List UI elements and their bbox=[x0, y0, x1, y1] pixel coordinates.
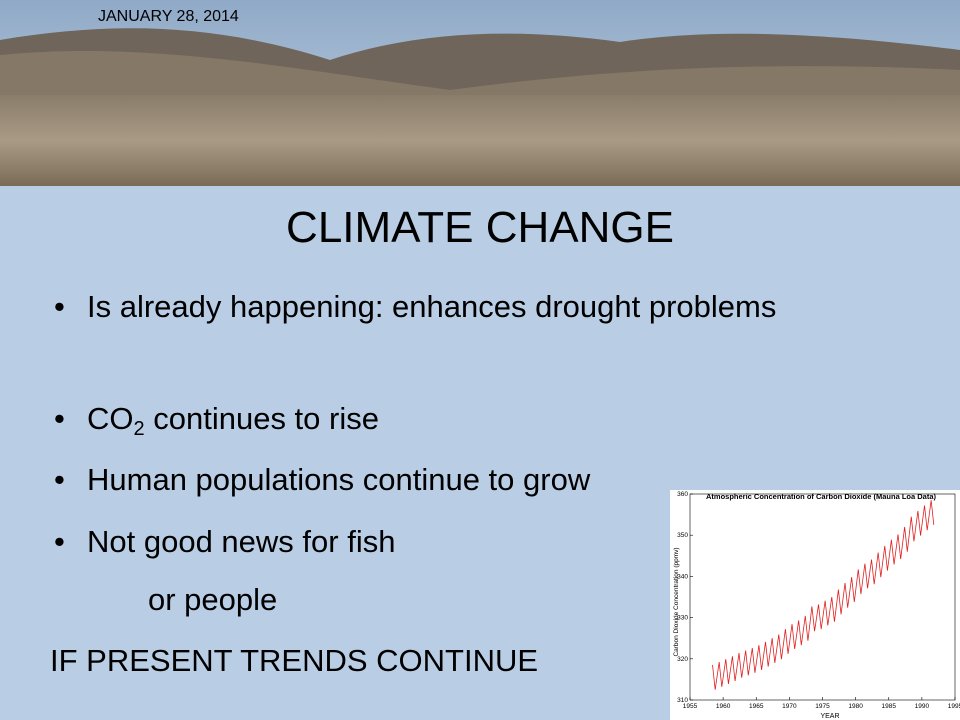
co2-line bbox=[712, 500, 935, 690]
y-tick-label: 320 bbox=[677, 656, 688, 663]
bullet: • Is already happening: enhances drought … bbox=[54, 289, 777, 324]
bullet-text: Is already happening: enhances drought p… bbox=[87, 289, 777, 324]
co2-chart: Atmospheric Concentration of Carbon Diox… bbox=[670, 490, 960, 720]
x-tick-label: 1965 bbox=[749, 703, 764, 710]
x-tick-label: 1990 bbox=[915, 703, 930, 710]
x-tick-label: 1975 bbox=[815, 703, 830, 710]
bullet-text: CO bbox=[87, 401, 134, 436]
chart-background bbox=[670, 490, 960, 720]
bullet: • Not good news for fish bbox=[54, 524, 396, 559]
x-tick-label: 1980 bbox=[848, 703, 863, 710]
bullet: • Human populations continue to grow bbox=[54, 462, 591, 497]
chart-title: Atmospheric Concentration of Carbon Diox… bbox=[706, 492, 937, 501]
indented-line: or people bbox=[148, 582, 278, 617]
x-tick-label: 1985 bbox=[882, 703, 897, 710]
y-axis-label: Carbon Dioxide Concentration (ppmv) bbox=[673, 547, 680, 656]
y-tick-label: 330 bbox=[677, 615, 688, 622]
x-axis-label: YEAR bbox=[820, 713, 839, 720]
x-tick-label: 1960 bbox=[716, 703, 731, 710]
bullet-text: Human populations continue to grow bbox=[87, 462, 591, 497]
x-tick-label: 1970 bbox=[782, 703, 797, 710]
y-tick-label: 350 bbox=[677, 532, 688, 539]
bullet-text: continues to rise bbox=[144, 401, 379, 436]
bullet-text: Not good news for fish bbox=[87, 524, 396, 559]
closing-line: IF PRESENT TRENDS CONTINUE bbox=[50, 643, 539, 678]
bullet: • CO2 continues to rise bbox=[54, 401, 379, 440]
subscript: 2 bbox=[133, 418, 145, 440]
date: JANUARY 28, 2014 bbox=[98, 8, 239, 25]
landscape-photo bbox=[0, 0, 960, 186]
slide-title: CLIMATE CHANGE bbox=[286, 203, 674, 252]
y-tick-label: 340 bbox=[677, 573, 688, 580]
x-tick-label: 1995 bbox=[948, 703, 960, 710]
x-tick-label: 1955 bbox=[683, 703, 698, 710]
y-tick-label: 310 bbox=[677, 697, 688, 704]
y-tick-label: 360 bbox=[677, 491, 688, 498]
